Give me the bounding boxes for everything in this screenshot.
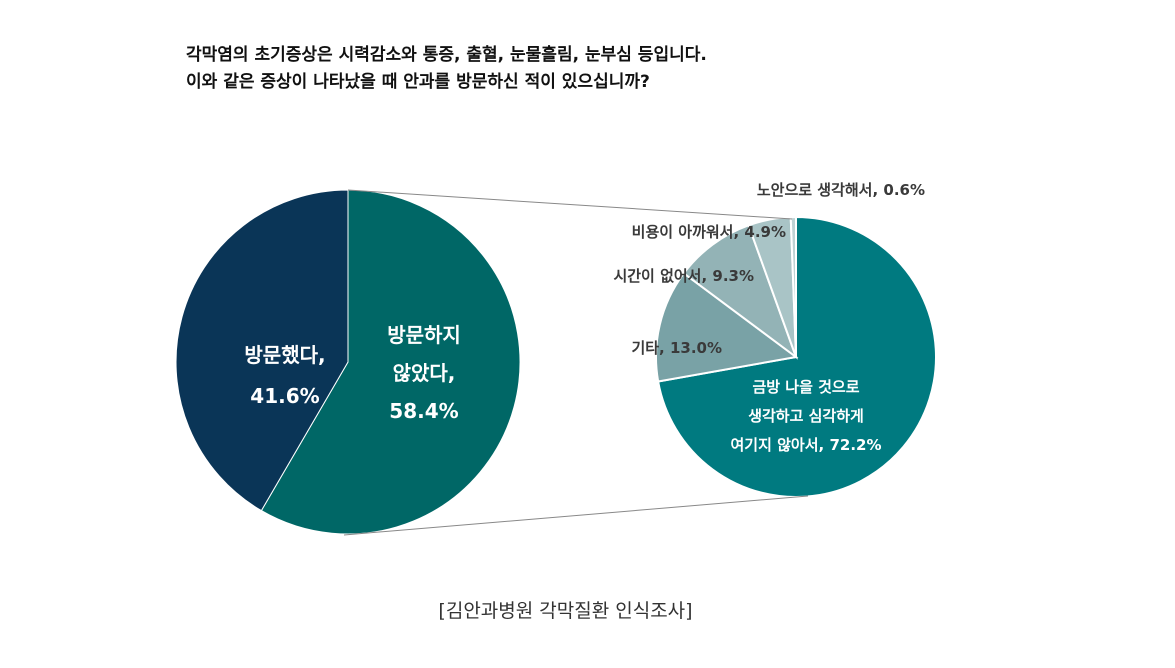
main-label-방문했다: 방문했다, 41.6% (244, 343, 325, 408)
sub-pie-slice-기타 (655, 271, 799, 383)
source-caption: [김안과병원 각막질환 인식조사] (0, 596, 1175, 623)
sub-label-시간이-없어서: 시간이 없어서, 9.3% (613, 267, 754, 285)
sub-label-비용이-아까워서: 비용이 아까워서, 4.9% (632, 223, 786, 241)
sub-label-금방-나을-것으로-생각하고-심각하게-여기지-않아서: 금방 나을 것으로 생각하고 심각하게 여기지 않아서, 72.2% (731, 378, 882, 454)
title-line-1: 각막염의 초기증상은 시력감소와 통증, 출혈, 눈물흘림, 눈부심 등입니다. (186, 45, 707, 65)
connector-line-top (347, 189, 793, 220)
sub-label-노안으로-생각해서: 노안으로 생각해서, 0.6% (757, 181, 925, 199)
sub-label-기타: 기타, 13.0% (631, 339, 722, 357)
sub-pie-slice-노안으로-생각해서 (789, 215, 797, 358)
chart-title: 각막염의 초기증상은 시력감소와 통증, 출혈, 눈물흘림, 눈부심 등입니다.… (186, 42, 707, 96)
title-line-2: 이와 같은 증상이 나타났을 때 안과를 방문하신 적이 있으십니까? (186, 72, 650, 92)
main-pie-slice-방문했다 (175, 189, 349, 512)
connector-line-bottom (343, 495, 809, 536)
sub-pie-slice-시간이-없어서 (682, 224, 799, 360)
main-pie-slice-방문하지-않았다 (260, 189, 521, 535)
source-text: [김안과병원 각막질환 인식조사] (438, 600, 693, 622)
main-label-방문하지-않았다: 방문하지 않았다, 58.4% (387, 323, 461, 423)
